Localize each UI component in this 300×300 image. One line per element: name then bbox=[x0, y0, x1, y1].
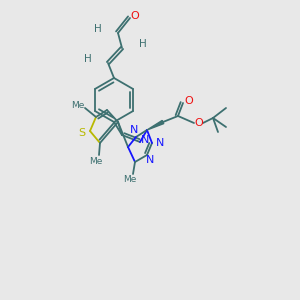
Text: N: N bbox=[146, 155, 154, 165]
Text: N: N bbox=[141, 135, 149, 145]
Text: O: O bbox=[195, 118, 203, 128]
Text: N: N bbox=[156, 138, 164, 148]
Text: H: H bbox=[139, 39, 147, 49]
Text: H: H bbox=[84, 54, 92, 64]
Polygon shape bbox=[147, 120, 164, 130]
Text: Me: Me bbox=[89, 157, 103, 166]
Text: Me: Me bbox=[123, 176, 137, 184]
Text: N: N bbox=[130, 125, 138, 135]
Text: S: S bbox=[78, 128, 85, 138]
Text: Me: Me bbox=[71, 100, 85, 109]
Text: H: H bbox=[94, 24, 102, 34]
Text: O: O bbox=[184, 96, 194, 106]
Text: O: O bbox=[130, 11, 140, 21]
